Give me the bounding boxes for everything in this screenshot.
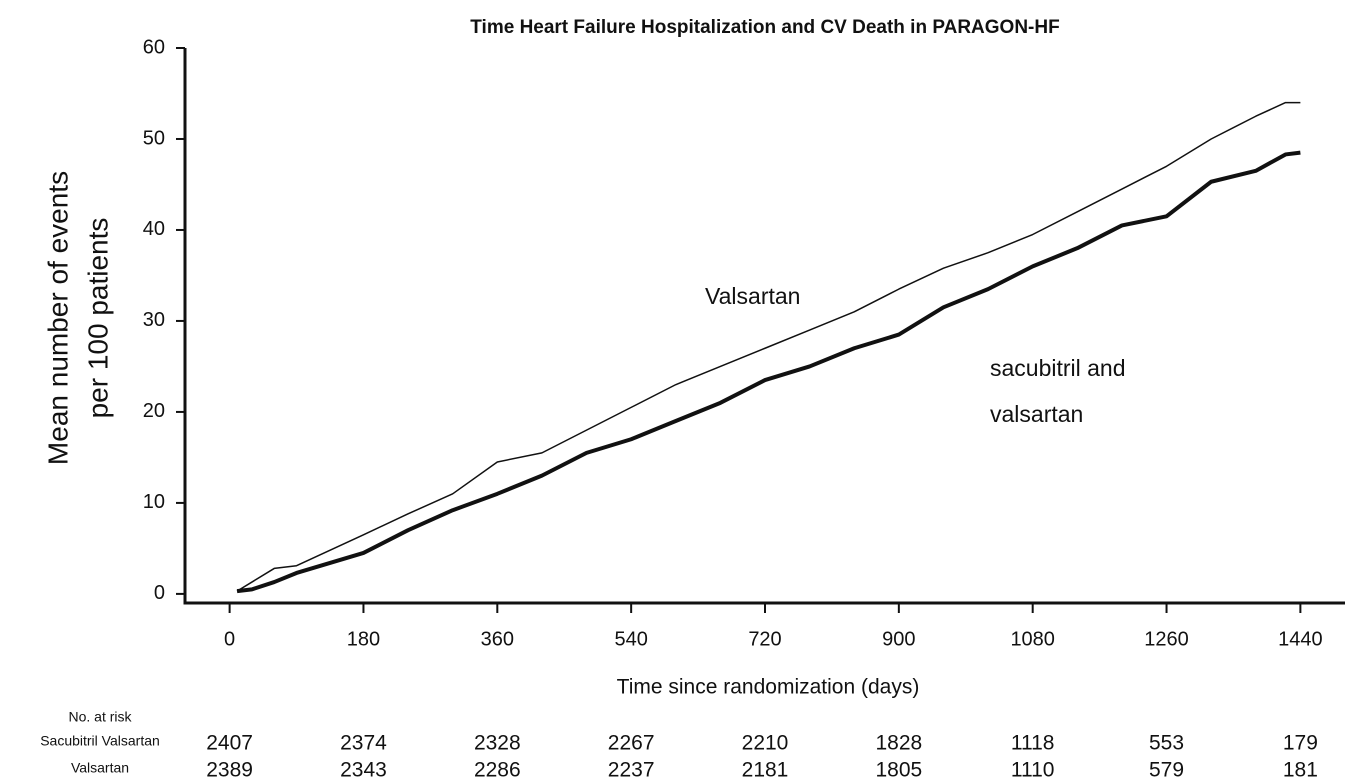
risk-value: 2181 xyxy=(742,759,789,782)
x-tick-label: 1260 xyxy=(1144,628,1189,650)
y-tick-label: 0 xyxy=(154,582,165,604)
y-axis-label: Mean number of events per 100 patients xyxy=(42,171,113,465)
x-tick-label: 1440 xyxy=(1278,628,1323,650)
risk-value: 2267 xyxy=(608,732,655,755)
risk-value: 179 xyxy=(1283,732,1318,755)
chart-title: Time Heart Failure Hospitalization and C… xyxy=(470,17,1059,38)
x-tick-label: 540 xyxy=(614,628,647,650)
annotation: valsartan xyxy=(990,401,1083,427)
risk-value: 2374 xyxy=(340,732,387,755)
x-axis-label: Time since randomization (days) xyxy=(617,676,920,699)
risk-value: 553 xyxy=(1149,732,1184,755)
risk-value: 2328 xyxy=(474,732,521,755)
x-tick-label: 0 xyxy=(224,628,235,650)
annotation: Valsartan xyxy=(705,283,800,309)
risk-value: 2286 xyxy=(474,759,521,782)
risk-value: 1805 xyxy=(875,759,922,782)
x-tick-label: 720 xyxy=(748,628,781,650)
risk-value: 1118 xyxy=(1011,732,1055,755)
risk-value: 1828 xyxy=(875,732,922,755)
risk-row-label: Sacubitril Valsartan xyxy=(40,733,160,749)
x-tick-label: 1080 xyxy=(1010,628,1055,650)
series-line xyxy=(236,101,1301,592)
y-tick-label: 30 xyxy=(143,309,165,331)
x-tick-label: 900 xyxy=(882,628,915,650)
y-axis-label-line: per 100 patients xyxy=(82,218,113,419)
series-line xyxy=(236,150,1301,594)
risk-value: 2407 xyxy=(206,732,253,755)
x-tick-label: 360 xyxy=(481,628,514,650)
risk-value: 1110 xyxy=(1011,759,1055,782)
y-tick-label: 20 xyxy=(143,400,165,422)
y-axis-label-line: Mean number of events xyxy=(42,171,73,465)
risk-table-title: No. at risk xyxy=(68,709,132,725)
y-tick-label: 10 xyxy=(143,491,165,513)
risk-row-label: Valsartan xyxy=(71,760,129,776)
risk-value: 181 xyxy=(1283,759,1318,782)
y-tick-label: 40 xyxy=(143,218,165,240)
y-tick-label: 60 xyxy=(143,36,165,58)
risk-value: 2237 xyxy=(608,759,655,782)
risk-value: 2343 xyxy=(340,759,387,782)
risk-value: 2210 xyxy=(742,732,789,755)
risk-value: 2389 xyxy=(206,759,253,782)
annotation: sacubitril and xyxy=(990,355,1126,381)
risk-value: 579 xyxy=(1149,759,1184,782)
y-tick-label: 50 xyxy=(143,127,165,149)
x-tick-label: 180 xyxy=(347,628,380,650)
